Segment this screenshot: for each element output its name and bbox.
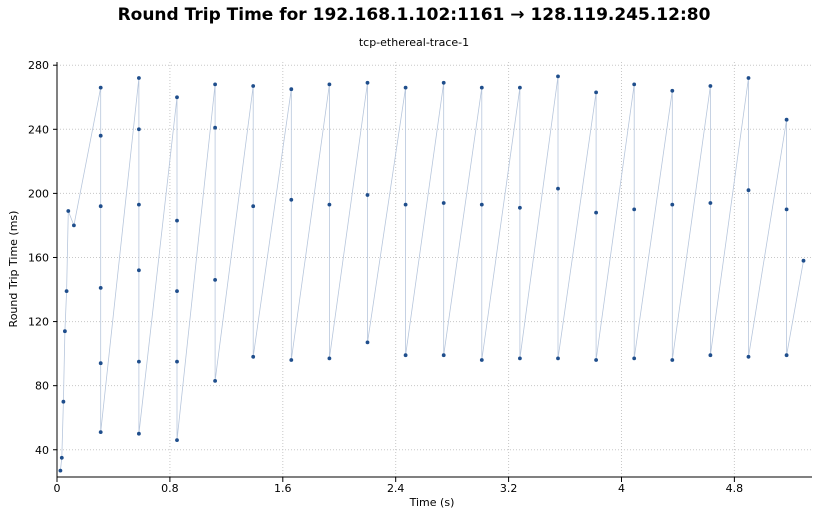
rtt-data-point [594,90,598,95]
x-tick-label: 3.2 [500,482,518,495]
chart-title: Round Trip Time for 192.168.1.102:1161 →… [117,5,711,25]
rtt-data-point [98,204,103,209]
rtt-data-point [175,438,179,442]
rtt-data-point [670,358,675,362]
rtt-data-point [175,359,179,364]
chart-subtitle: tcp-ethereal-trace-1 [358,36,470,49]
rtt-data-point [72,223,76,228]
rtt-data-point [594,210,598,215]
y-tick-label: 80 [35,380,49,393]
rtt-data-point [175,289,179,293]
rtt-data-point [98,85,103,90]
rtt-data-point [98,133,103,138]
rtt-data-point [63,329,67,334]
rtt-data-point [61,399,66,404]
y-tick-label: 240 [28,123,49,136]
rtt-data-point [518,356,522,361]
rtt-data-point [403,202,408,207]
rtt-data-point [213,278,218,282]
rtt-data-point [327,356,332,361]
rtt-data-point [251,204,256,209]
rtt-data-point [289,197,294,202]
rtt-data-point [64,289,69,293]
rtt-data-point [479,202,484,207]
rtt-data-point [594,358,598,362]
rtt-data-point [137,359,141,364]
rtt-data-point [670,202,675,207]
rtt-data-point [289,87,294,92]
rtt-data-point [137,268,141,273]
rtt-data-point [479,85,484,90]
y-tick-label: 120 [28,316,49,329]
x-tick-label: 0.8 [161,482,179,495]
rtt-data-point [98,286,103,290]
rtt-data-point [213,82,218,87]
rtt-data-point [137,76,141,80]
x-tick-label: 4 [618,482,625,495]
rtt-data-point [708,84,713,88]
rtt-data-point [801,258,806,263]
rtt-data-point [479,358,484,362]
rtt-data-point [365,193,370,197]
rtt-data-point [327,82,332,87]
rtt-data-point [365,340,370,345]
rtt-data-point [98,361,103,366]
y-tick-label: 280 [28,59,49,72]
rtt-data-point [403,85,408,90]
rtt-data-point [556,186,560,191]
rtt-data-point [632,207,637,212]
y-axis-label: Round Trip Time (ms) [7,211,20,328]
rtt-data-point [441,201,446,205]
rtt-data-point [632,82,637,87]
x-tick-label: 0 [54,482,61,495]
rtt-data-point [708,353,713,358]
y-tick-label: 200 [28,187,49,200]
rtt-data-point [59,455,64,460]
rtt-data-point [441,80,446,85]
series-line [60,76,804,471]
rtt-data-point [66,209,71,213]
rtt-data-point [556,74,560,79]
rtt-data-point [784,117,789,122]
rtt-data-point [137,202,141,207]
rtt-data-point [137,127,141,132]
y-tick-label: 160 [28,251,49,264]
rtt-data-point [213,379,218,383]
rtt-data-point [251,84,256,88]
rtt-data-point [556,356,560,361]
points-layer [58,74,806,473]
rtt-data-point [175,218,179,223]
rtt-data-point [289,358,294,362]
rtt-data-point [403,353,408,358]
rtt-data-point [58,468,63,473]
x-tick-label: 2.4 [387,482,405,495]
rtt-data-point [632,356,637,361]
rtt-data-point [441,353,446,358]
y-tick-label: 40 [35,444,49,457]
rtt-data-point [251,354,256,359]
rtt-data-point [746,188,751,193]
x-tick-label: 1.6 [274,482,292,495]
x-axis-label: Time (s) [409,496,455,509]
rtt-data-point [137,431,141,436]
rtt-data-point [746,354,751,359]
rtt-data-point [784,207,789,212]
rtt-data-point [518,85,522,90]
rtt-data-point [670,88,675,93]
rtt-data-point [175,95,179,100]
rtt-data-point [365,80,370,85]
rtt-data-point [708,201,713,205]
rtt-data-point [518,205,522,210]
rtt-data-point [98,430,103,434]
x-tick-label: 4.8 [726,482,744,495]
grid-layer [56,62,812,477]
rtt-data-point [784,353,789,358]
rtt-data-point [746,76,751,80]
rtt-data-point [327,202,332,207]
ticks-layer: 40 80 120 160 200 240 280 0 0.8 1.6 2.4 3.2 4 4.8 [28,59,743,495]
rtt-data-point [213,125,218,130]
